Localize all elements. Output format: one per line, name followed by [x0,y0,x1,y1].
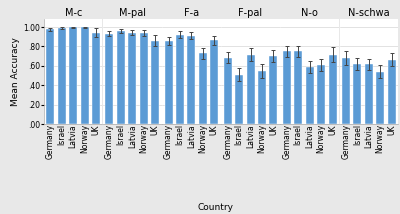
Bar [117,31,125,124]
Bar [365,64,373,124]
Bar [235,75,243,124]
Bar [376,72,384,124]
Bar [81,27,89,124]
Bar [283,51,291,124]
Bar [317,65,325,124]
Bar [176,35,184,124]
Title: F-pal: F-pal [238,9,263,18]
Bar [164,41,172,124]
Bar [294,51,302,124]
Title: M-c: M-c [64,9,82,18]
Title: F-a: F-a [184,9,199,18]
Title: N-schwa: N-schwa [348,9,390,18]
Text: Country: Country [198,203,234,212]
Bar [224,58,232,124]
Bar [58,28,66,124]
Bar [140,33,148,124]
Bar [342,58,350,124]
Y-axis label: Mean Accuracy: Mean Accuracy [11,37,20,106]
Bar [388,59,396,124]
Bar [188,36,196,124]
Bar [128,33,136,124]
Bar [151,41,159,124]
Bar [306,67,314,124]
Title: N-o: N-o [301,9,318,18]
Bar [246,55,254,124]
Bar [258,71,266,124]
Bar [210,40,218,124]
Bar [353,64,361,124]
Bar [46,30,54,124]
Bar [270,56,278,124]
Title: M-pal: M-pal [119,9,146,18]
Bar [328,55,336,124]
Bar [69,27,77,124]
Bar [92,33,100,124]
Bar [199,53,207,124]
Bar [106,34,114,124]
